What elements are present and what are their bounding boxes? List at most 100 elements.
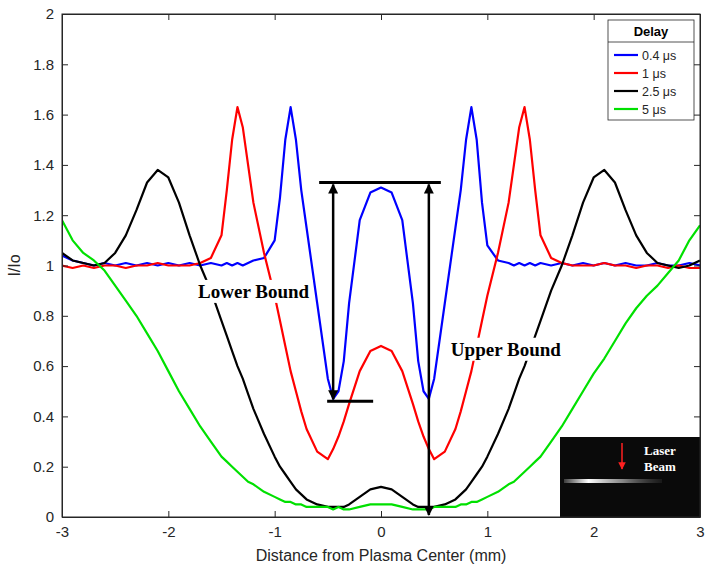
tick-mark <box>694 266 700 267</box>
tick-mark <box>487 511 488 517</box>
legend: Delay 0.4 μs 1 μs 2.5 μs 5 μs <box>608 20 694 120</box>
legend-label: 2.5 μs <box>642 85 676 99</box>
tick-label: 0.2 <box>33 458 54 475</box>
tick-mark <box>62 64 68 65</box>
tick <box>694 366 700 367</box>
inset-label: LaserBeam <box>644 443 676 474</box>
tick <box>168 14 169 20</box>
tick <box>694 115 700 116</box>
tick <box>487 14 488 20</box>
legend-swatch <box>614 54 638 56</box>
tick-mark <box>381 511 382 517</box>
tick: 0 <box>377 511 385 540</box>
tick-mark <box>694 115 700 116</box>
annotation-label-group: Upper Bound <box>448 338 564 361</box>
legend-swatch <box>614 108 638 110</box>
tick: 0.2 <box>33 458 68 475</box>
annotation-label-group: Lower Bound <box>195 280 312 303</box>
tick-mark <box>694 316 700 317</box>
tick: 1 <box>484 511 492 540</box>
tick-mark <box>594 14 595 20</box>
tick-mark <box>694 64 700 65</box>
tick-mark <box>62 215 68 216</box>
legend-title: Delay <box>634 24 669 39</box>
x-axis-title: Distance from Plasma Center (mm) <box>256 547 507 564</box>
legend-swatch <box>614 90 638 92</box>
tick: 0.4 <box>33 408 68 425</box>
label-patch <box>448 338 564 361</box>
inset-image: LaserBeam <box>560 437 700 517</box>
y-axis-title: I/Io <box>6 254 23 276</box>
tick-mark <box>62 165 68 166</box>
tick: 1.8 <box>33 56 68 73</box>
x-axis-top <box>63 14 701 20</box>
tick-label: -1 <box>268 523 281 540</box>
tick-mark <box>62 366 68 367</box>
tick-label: 3 <box>696 523 704 540</box>
tick <box>594 14 595 20</box>
tick-mark <box>62 316 68 317</box>
tick-label: 1.2 <box>33 207 54 224</box>
tick: 0.6 <box>33 357 68 374</box>
tick-label: 0.6 <box>33 357 54 374</box>
tick-mark <box>168 14 169 20</box>
tick-label: -3 <box>56 523 69 540</box>
tick <box>694 165 700 166</box>
legend-label: 0.4 μs <box>642 49 676 63</box>
tick-label: -2 <box>162 523 175 540</box>
tick-mark <box>62 266 68 267</box>
tick <box>694 266 700 267</box>
tick-mark <box>487 14 488 20</box>
tick: -1 <box>268 511 281 540</box>
tick-mark <box>275 14 276 20</box>
bound-cap <box>319 181 441 184</box>
tick-label: 0 <box>46 508 54 525</box>
tick <box>694 416 700 417</box>
tick-mark <box>381 14 382 20</box>
tick-mark <box>62 416 68 417</box>
tick-label: 1.4 <box>33 156 54 173</box>
bound-cap <box>327 400 373 403</box>
series-line <box>62 107 700 459</box>
chart: -3 -2 -1 0 1 2 3 0 0.2 0.4 0.6 0.8 1 1.2 1.4 1.6 1.8 2 Dis… <box>0 0 719 577</box>
tick <box>694 64 700 65</box>
inset-beam <box>564 479 662 483</box>
plot-background <box>62 14 700 517</box>
tick <box>275 14 276 20</box>
legend-label: 1 μs <box>642 67 666 81</box>
tick-label: 1.8 <box>33 56 54 73</box>
tick-mark <box>168 511 169 517</box>
tick-mark <box>694 416 700 417</box>
tick <box>694 215 700 216</box>
tick-label: 1.6 <box>33 106 54 123</box>
annotation-label: Lower Bound <box>198 281 309 302</box>
tick-mark <box>694 366 700 367</box>
label-patch <box>195 280 312 303</box>
tick-label: 0.4 <box>33 408 54 425</box>
bound-arrow <box>428 185 431 515</box>
plot-frame <box>62 14 700 517</box>
tick-label: 2 <box>46 5 54 22</box>
tick-mark <box>62 115 68 116</box>
y-axis: 0 0.2 0.4 0.6 0.8 1 1.2 1.4 1.6 1.8 2 <box>33 5 68 525</box>
tick-mark <box>275 511 276 517</box>
tick-label: 1 <box>484 523 492 540</box>
tick: 1.6 <box>33 106 68 123</box>
series-line <box>62 107 700 399</box>
tick-label: 0 <box>377 523 385 540</box>
tick-label: 1 <box>46 257 54 274</box>
legend-label: 5 μs <box>642 103 666 117</box>
inset-background <box>560 437 700 517</box>
tick-mark <box>694 215 700 216</box>
tick: 1.2 <box>33 207 68 224</box>
annotation-label: Upper Bound <box>451 339 561 360</box>
tick: 1.4 <box>33 156 68 173</box>
tick: 0.8 <box>33 307 68 324</box>
tick: -2 <box>162 511 175 540</box>
tick <box>381 14 382 20</box>
legend-box <box>608 20 694 120</box>
inset-arrow <box>621 443 623 469</box>
tick-label: 2 <box>590 523 598 540</box>
legend-separator <box>608 42 694 43</box>
annotations: Lower Bound Upper Bound <box>195 183 564 515</box>
